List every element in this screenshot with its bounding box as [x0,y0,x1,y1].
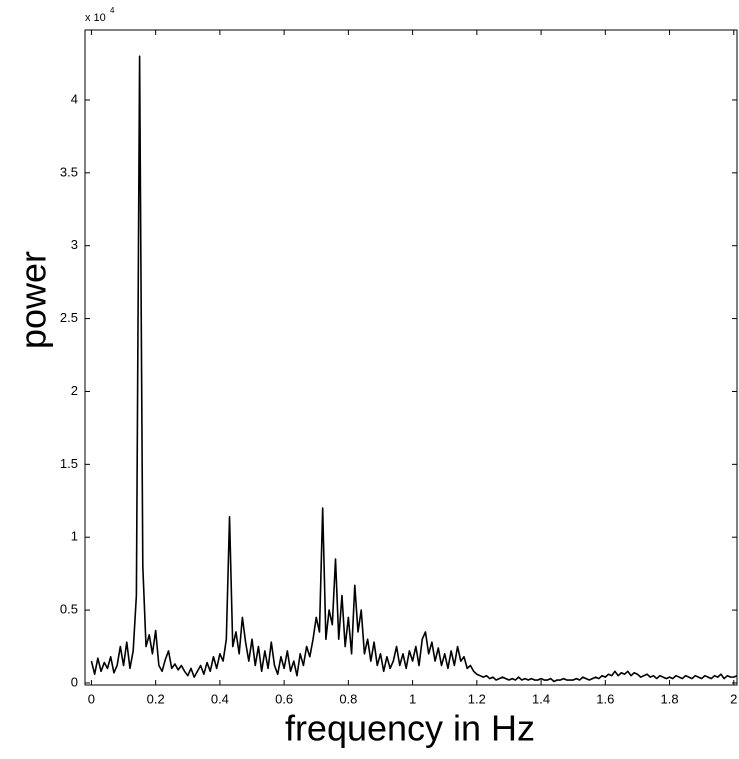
y-tick-label: 2.5 [60,310,78,325]
y-tick-label: 1.5 [60,456,78,471]
x-tick-label: 1 [409,691,416,706]
y-multiplier: x 10 [85,12,106,24]
plot-frame [84,29,738,686]
x-tick-label: 1.4 [532,691,550,706]
x-tick-label: 1.8 [661,691,679,706]
y-tick-label: 3.5 [60,164,78,179]
y-axis-label: power [13,251,54,349]
x-tick-label: 0.6 [275,691,293,706]
y-tick-label: 0.5 [60,602,78,617]
y-tick-label: 1 [71,529,78,544]
y-tick-label: 4 [71,91,78,106]
x-tick-label: 0.2 [147,691,165,706]
x-axis-label: frequency in Hz [285,708,535,749]
data-line [90,55,737,683]
y-tick-label: 0 [71,674,78,689]
x-tick-label: 0 [88,691,95,706]
x-tick-label: 1.6 [596,691,614,706]
y-multiplier-exponent: 4 [110,6,115,15]
y-tick-label: 2 [71,383,78,398]
x-tick-label: 0.4 [211,691,229,706]
y-tick-label: 3 [71,237,78,252]
x-tick-label: 1.2 [468,691,486,706]
x-tick-label: 0.8 [339,691,357,706]
x-tick-label: 2 [730,691,737,706]
